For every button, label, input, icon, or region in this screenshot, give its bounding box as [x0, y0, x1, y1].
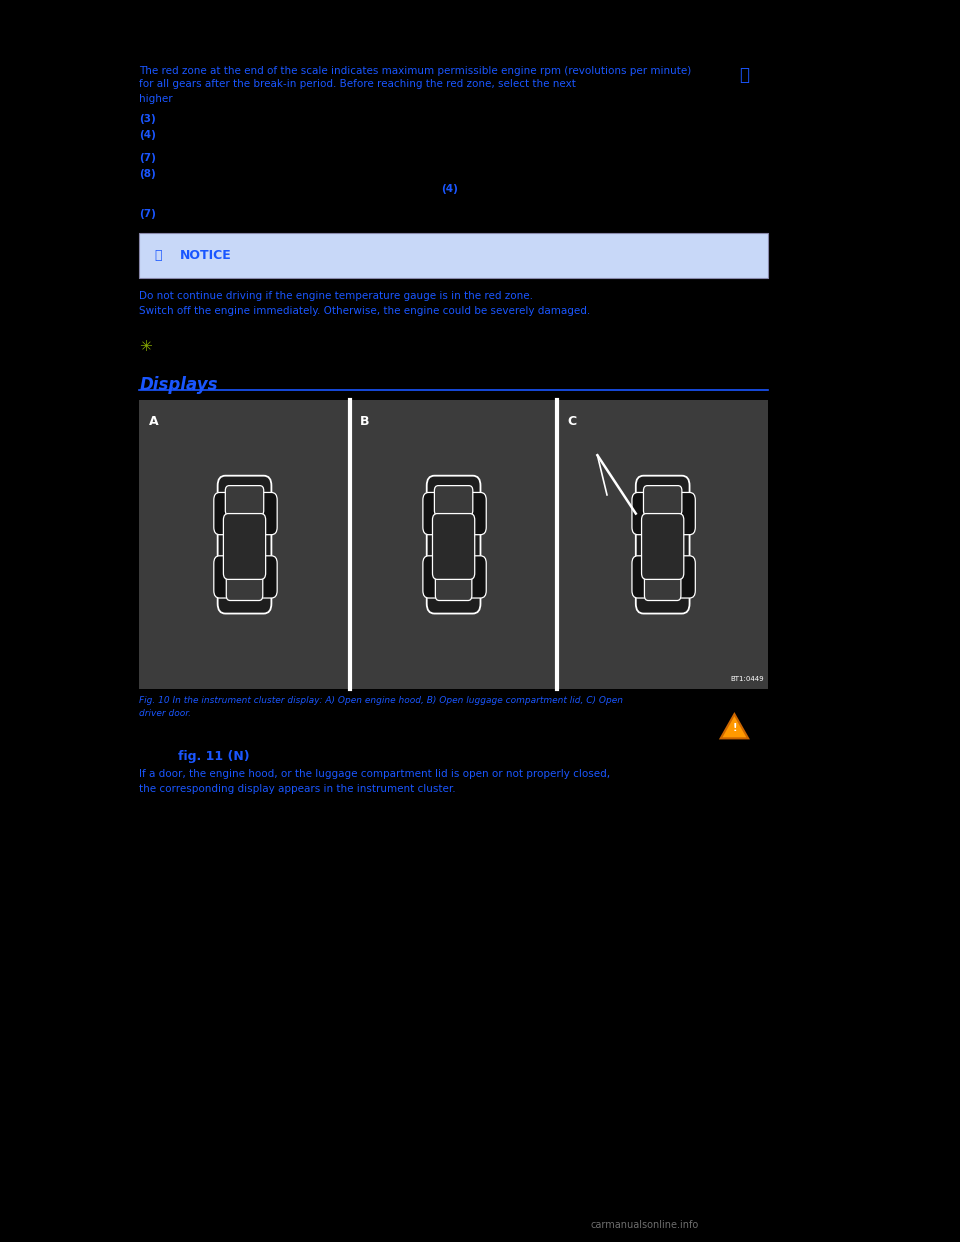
FancyBboxPatch shape	[218, 476, 272, 614]
FancyBboxPatch shape	[214, 556, 234, 599]
FancyBboxPatch shape	[641, 514, 684, 579]
Text: (4): (4)	[442, 184, 459, 194]
Text: BT1:0449: BT1:0449	[731, 676, 764, 682]
FancyBboxPatch shape	[257, 492, 277, 534]
Text: Do not continue driving if the engine temperature gauge is in the red zone.: Do not continue driving if the engine te…	[139, 291, 533, 301]
Text: higher: higher	[139, 94, 173, 104]
Text: (7): (7)	[139, 209, 156, 219]
FancyBboxPatch shape	[227, 574, 263, 601]
Text: ⓘ: ⓘ	[155, 250, 162, 262]
FancyBboxPatch shape	[675, 556, 695, 599]
FancyBboxPatch shape	[644, 574, 681, 601]
Text: !: !	[732, 723, 736, 733]
Text: ✳: ✳	[139, 339, 152, 354]
FancyBboxPatch shape	[426, 476, 481, 614]
Text: (8): (8)	[139, 169, 156, 179]
Text: Displays: Displays	[139, 376, 218, 394]
FancyBboxPatch shape	[632, 556, 652, 599]
FancyBboxPatch shape	[257, 556, 277, 599]
Text: B: B	[359, 415, 369, 427]
Text: ⓘ: ⓘ	[739, 66, 749, 83]
Text: fig. 11 (N): fig. 11 (N)	[178, 750, 250, 763]
FancyBboxPatch shape	[467, 556, 487, 599]
FancyBboxPatch shape	[224, 514, 266, 579]
Text: C: C	[567, 415, 576, 427]
FancyBboxPatch shape	[422, 556, 444, 599]
Text: If a door, the engine hood, or the luggage compartment lid is open or not proper: If a door, the engine hood, or the lugga…	[139, 769, 611, 779]
FancyBboxPatch shape	[422, 492, 444, 534]
FancyBboxPatch shape	[675, 492, 695, 534]
Text: for all gears after the break-in period. Before reaching the red zone, select th: for all gears after the break-in period.…	[139, 79, 576, 89]
FancyBboxPatch shape	[636, 476, 689, 614]
Text: carmanualsonline.info: carmanualsonline.info	[590, 1220, 699, 1230]
FancyBboxPatch shape	[436, 574, 472, 601]
Text: the corresponding display appears in the instrument cluster.: the corresponding display appears in the…	[139, 784, 456, 794]
FancyBboxPatch shape	[643, 486, 682, 515]
Text: Switch off the engine immediately. Otherwise, the engine could be severely damag: Switch off the engine immediately. Other…	[139, 306, 590, 315]
FancyBboxPatch shape	[467, 492, 487, 534]
Text: driver door.: driver door.	[139, 709, 191, 718]
Text: Fig. 10 In the instrument cluster display: A) Open engine hood, B) Open luggage : Fig. 10 In the instrument cluster displa…	[139, 696, 623, 704]
FancyBboxPatch shape	[139, 400, 768, 689]
FancyBboxPatch shape	[214, 492, 234, 534]
Text: The red zone at the end of the scale indicates maximum permissible engine rpm (r: The red zone at the end of the scale ind…	[139, 66, 691, 76]
Text: NOTICE: NOTICE	[180, 250, 231, 262]
FancyBboxPatch shape	[226, 486, 264, 515]
FancyBboxPatch shape	[434, 486, 472, 515]
Polygon shape	[721, 714, 748, 738]
Text: (3): (3)	[139, 114, 156, 124]
FancyBboxPatch shape	[139, 233, 768, 278]
Text: A: A	[149, 415, 158, 427]
FancyBboxPatch shape	[432, 514, 474, 579]
Text: (7): (7)	[139, 153, 156, 163]
FancyBboxPatch shape	[632, 492, 652, 534]
Text: (4): (4)	[139, 130, 156, 140]
